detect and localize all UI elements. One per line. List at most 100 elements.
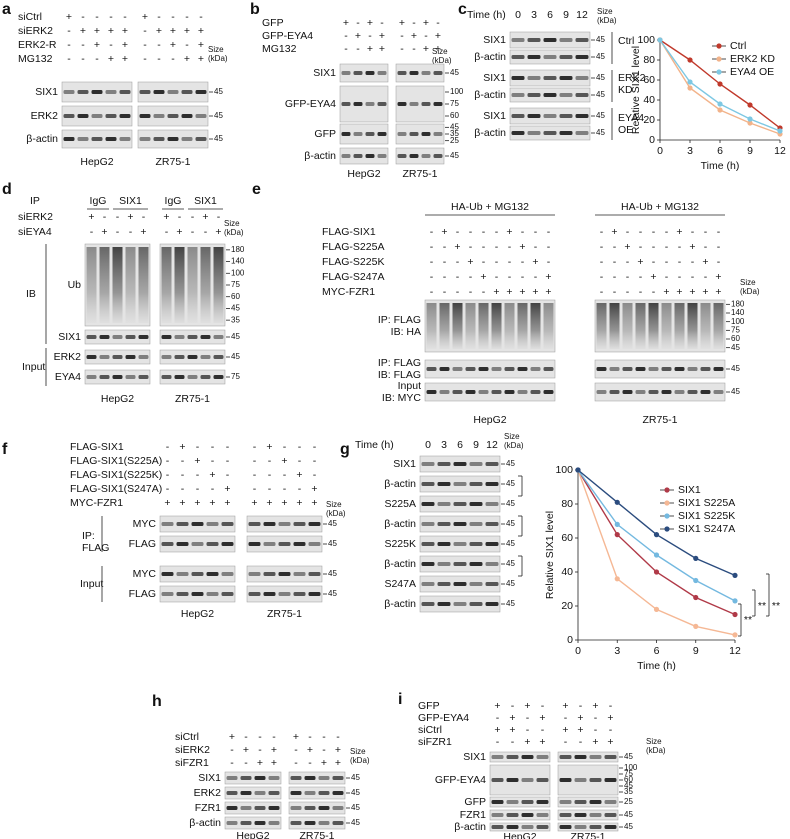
size-label: (kDa) <box>646 746 666 755</box>
condition-sign: + <box>296 497 302 509</box>
data-point <box>732 632 738 638</box>
data-point <box>693 577 699 584</box>
band <box>112 375 123 379</box>
condition-sign: - <box>298 483 302 495</box>
band <box>191 542 204 546</box>
band <box>575 55 589 59</box>
condition-sign: + <box>532 256 538 268</box>
condition-sign: - <box>526 712 530 724</box>
band <box>206 592 219 596</box>
band <box>527 131 541 135</box>
band <box>527 55 541 59</box>
data-point <box>732 598 738 604</box>
size-marker: 100 <box>731 317 745 326</box>
condition-sign: - <box>253 455 257 467</box>
band <box>226 821 238 825</box>
condition-sign: - <box>109 39 113 51</box>
condition-sign: - <box>157 39 161 51</box>
band <box>221 592 234 596</box>
ip-group-label: SIX1 <box>119 195 142 207</box>
band <box>437 582 451 586</box>
band <box>377 132 387 136</box>
cell-line-label: ZR75-1 <box>175 393 210 405</box>
blot-strip <box>557 822 619 832</box>
size-marker: 45 <box>328 519 337 528</box>
band <box>589 778 602 782</box>
smear <box>112 247 123 323</box>
blot-strip <box>557 751 619 763</box>
band <box>86 355 97 359</box>
condition-sign: - <box>199 11 203 23</box>
condition-sign: - <box>258 744 262 756</box>
condition-sign: - <box>298 441 302 453</box>
band <box>167 114 179 118</box>
blot-strip <box>594 359 726 379</box>
band <box>63 114 75 118</box>
condition-label: GFP <box>262 17 284 29</box>
size-marker: 45 <box>231 352 240 361</box>
condition-sign: - <box>704 226 708 238</box>
band <box>437 462 451 466</box>
band <box>575 38 589 42</box>
size-marker: 25 <box>624 797 633 806</box>
band <box>517 390 528 394</box>
condition-sign: - <box>547 256 551 268</box>
band <box>397 132 407 136</box>
band <box>174 355 185 359</box>
time-point: 12 <box>576 9 588 21</box>
condition-label: FLAG-SIX1(S247A) <box>70 483 162 495</box>
band <box>648 390 659 394</box>
condition-sign: - <box>211 441 215 453</box>
panel-label: e <box>252 181 261 198</box>
smear <box>478 303 489 349</box>
condition-sign: + <box>480 271 486 283</box>
cell-line-label: HepG2 <box>101 393 134 405</box>
band <box>240 776 252 780</box>
size-marker: 75 <box>231 280 240 289</box>
side-label: IP: <box>82 530 95 542</box>
size-label: (kDa) <box>740 287 760 296</box>
size-marker: 140 <box>231 257 245 266</box>
band <box>221 542 234 546</box>
condition-sign: + <box>281 497 287 509</box>
y-axis-label: Relative SIX1 level <box>630 46 642 134</box>
legend-marker <box>716 69 722 75</box>
band <box>200 335 211 339</box>
band <box>426 390 437 394</box>
condition-sign: - <box>495 241 499 253</box>
blot-strip <box>224 816 282 830</box>
condition-label: siERK2 <box>175 744 210 756</box>
blot-strip <box>288 816 346 830</box>
condition-sign: + <box>607 736 613 748</box>
band <box>574 800 587 804</box>
smear <box>452 303 463 349</box>
condition-sign: - <box>185 11 189 23</box>
side-label: Ctrl <box>618 35 634 47</box>
band <box>700 390 711 394</box>
band <box>206 522 219 526</box>
condition-sign: - <box>626 226 630 238</box>
blot-label: EYA4 <box>55 371 81 383</box>
size-marker: 45 <box>328 569 337 578</box>
y-tick-label: 0 <box>649 134 655 146</box>
smear <box>213 247 224 323</box>
band <box>609 390 620 394</box>
data-point <box>687 85 693 91</box>
condition-sign: + <box>423 17 429 29</box>
condition-sign: - <box>594 724 598 736</box>
condition-sign: + <box>355 30 361 42</box>
size-marker: 45 <box>731 364 740 373</box>
band <box>254 791 266 795</box>
band <box>426 367 437 371</box>
band <box>635 390 646 394</box>
band <box>254 806 266 810</box>
band <box>536 778 549 782</box>
band <box>181 114 193 118</box>
data-point <box>747 120 753 126</box>
condition-sign: - <box>226 469 230 481</box>
band <box>604 813 617 817</box>
smear <box>426 303 437 349</box>
x-tick-label: 3 <box>687 145 693 157</box>
band <box>105 90 117 94</box>
condition-sign: - <box>181 455 185 467</box>
